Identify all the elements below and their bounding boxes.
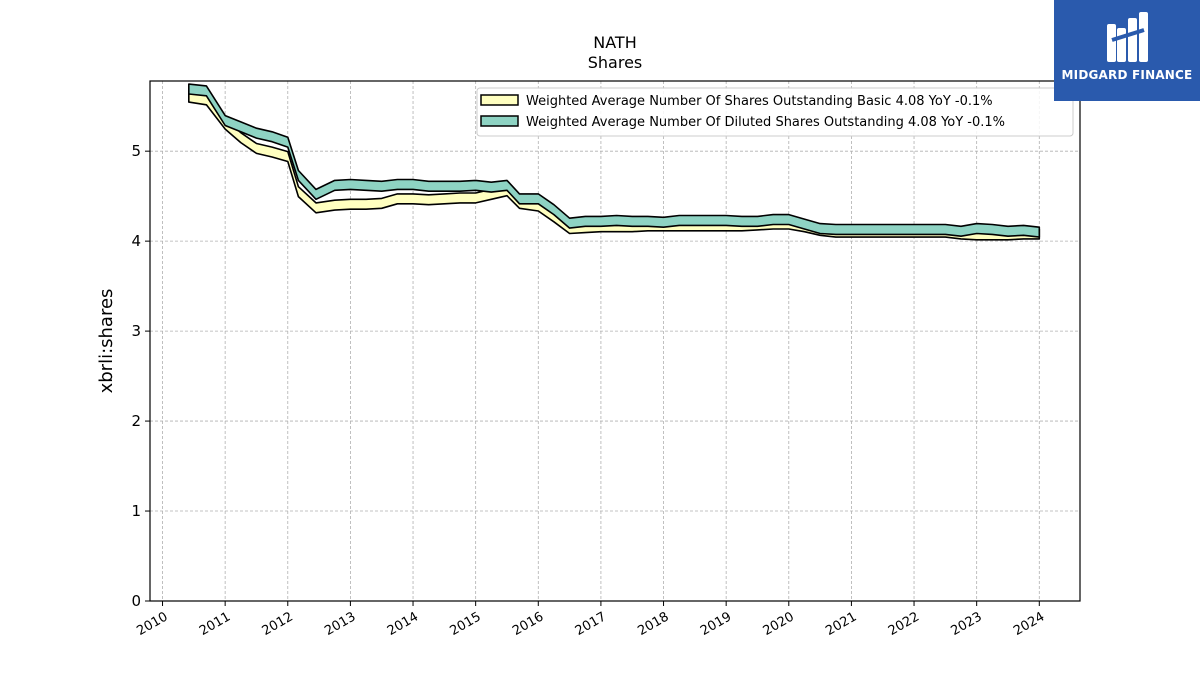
legend: Weighted Average Number Of Shares Outsta… [476, 87, 1074, 137]
x-tick-label: 2023 [949, 609, 985, 639]
logo-mark-icon [1107, 12, 1148, 62]
legend-swatch-basic [480, 94, 519, 106]
series-line-diluted [188, 83, 1041, 238]
y-axis-label: xbrli:shares [96, 289, 117, 394]
logo-text: MIDGARD FINANCE [1061, 68, 1193, 82]
chart-subtitle: Shares [588, 53, 643, 72]
x-tick-label: 2017 [573, 609, 609, 639]
legend-box [476, 87, 1074, 137]
x-tick-label: 2024 [1011, 609, 1047, 639]
plot-frame [149, 80, 1081, 602]
y-tick-label: 3 [131, 322, 141, 340]
legend-label-basic: Weighted Average Number Of Shares Outsta… [526, 94, 993, 109]
grid [150, 81, 1080, 602]
series-line-basic [188, 91, 1041, 241]
legend-label-diluted: Weighted Average Number Of Diluted Share… [526, 115, 1005, 130]
brand-logo: MIDGARD FINANCE [1054, 0, 1200, 101]
chart-title: NATH [593, 33, 636, 52]
x-tick-label: 2021 [823, 609, 859, 639]
y-tick-label: 4 [131, 232, 141, 250]
x-tick-label: 2012 [260, 609, 296, 639]
x-tick-label: 2015 [447, 609, 483, 639]
x-tick-label: 2013 [322, 609, 358, 639]
x-tick-label: 2016 [510, 609, 546, 639]
series-group [188, 83, 1041, 241]
legend-swatch-diluted [480, 115, 519, 127]
x-tick-label: 2019 [698, 609, 734, 639]
y-tick-label: 1 [131, 502, 141, 520]
y-tick-label: 2 [131, 412, 141, 430]
x-tick-label: 2011 [197, 609, 233, 639]
x-tick-label: 2018 [635, 609, 671, 639]
y-tick-label: 5 [131, 142, 141, 160]
x-tick-label: 2010 [134, 609, 170, 639]
x-tick-label: 2020 [761, 609, 797, 639]
y-tick-label: 0 [131, 592, 141, 610]
x-tick-label: 2014 [385, 609, 421, 639]
x-tick-label: 2022 [886, 609, 922, 639]
